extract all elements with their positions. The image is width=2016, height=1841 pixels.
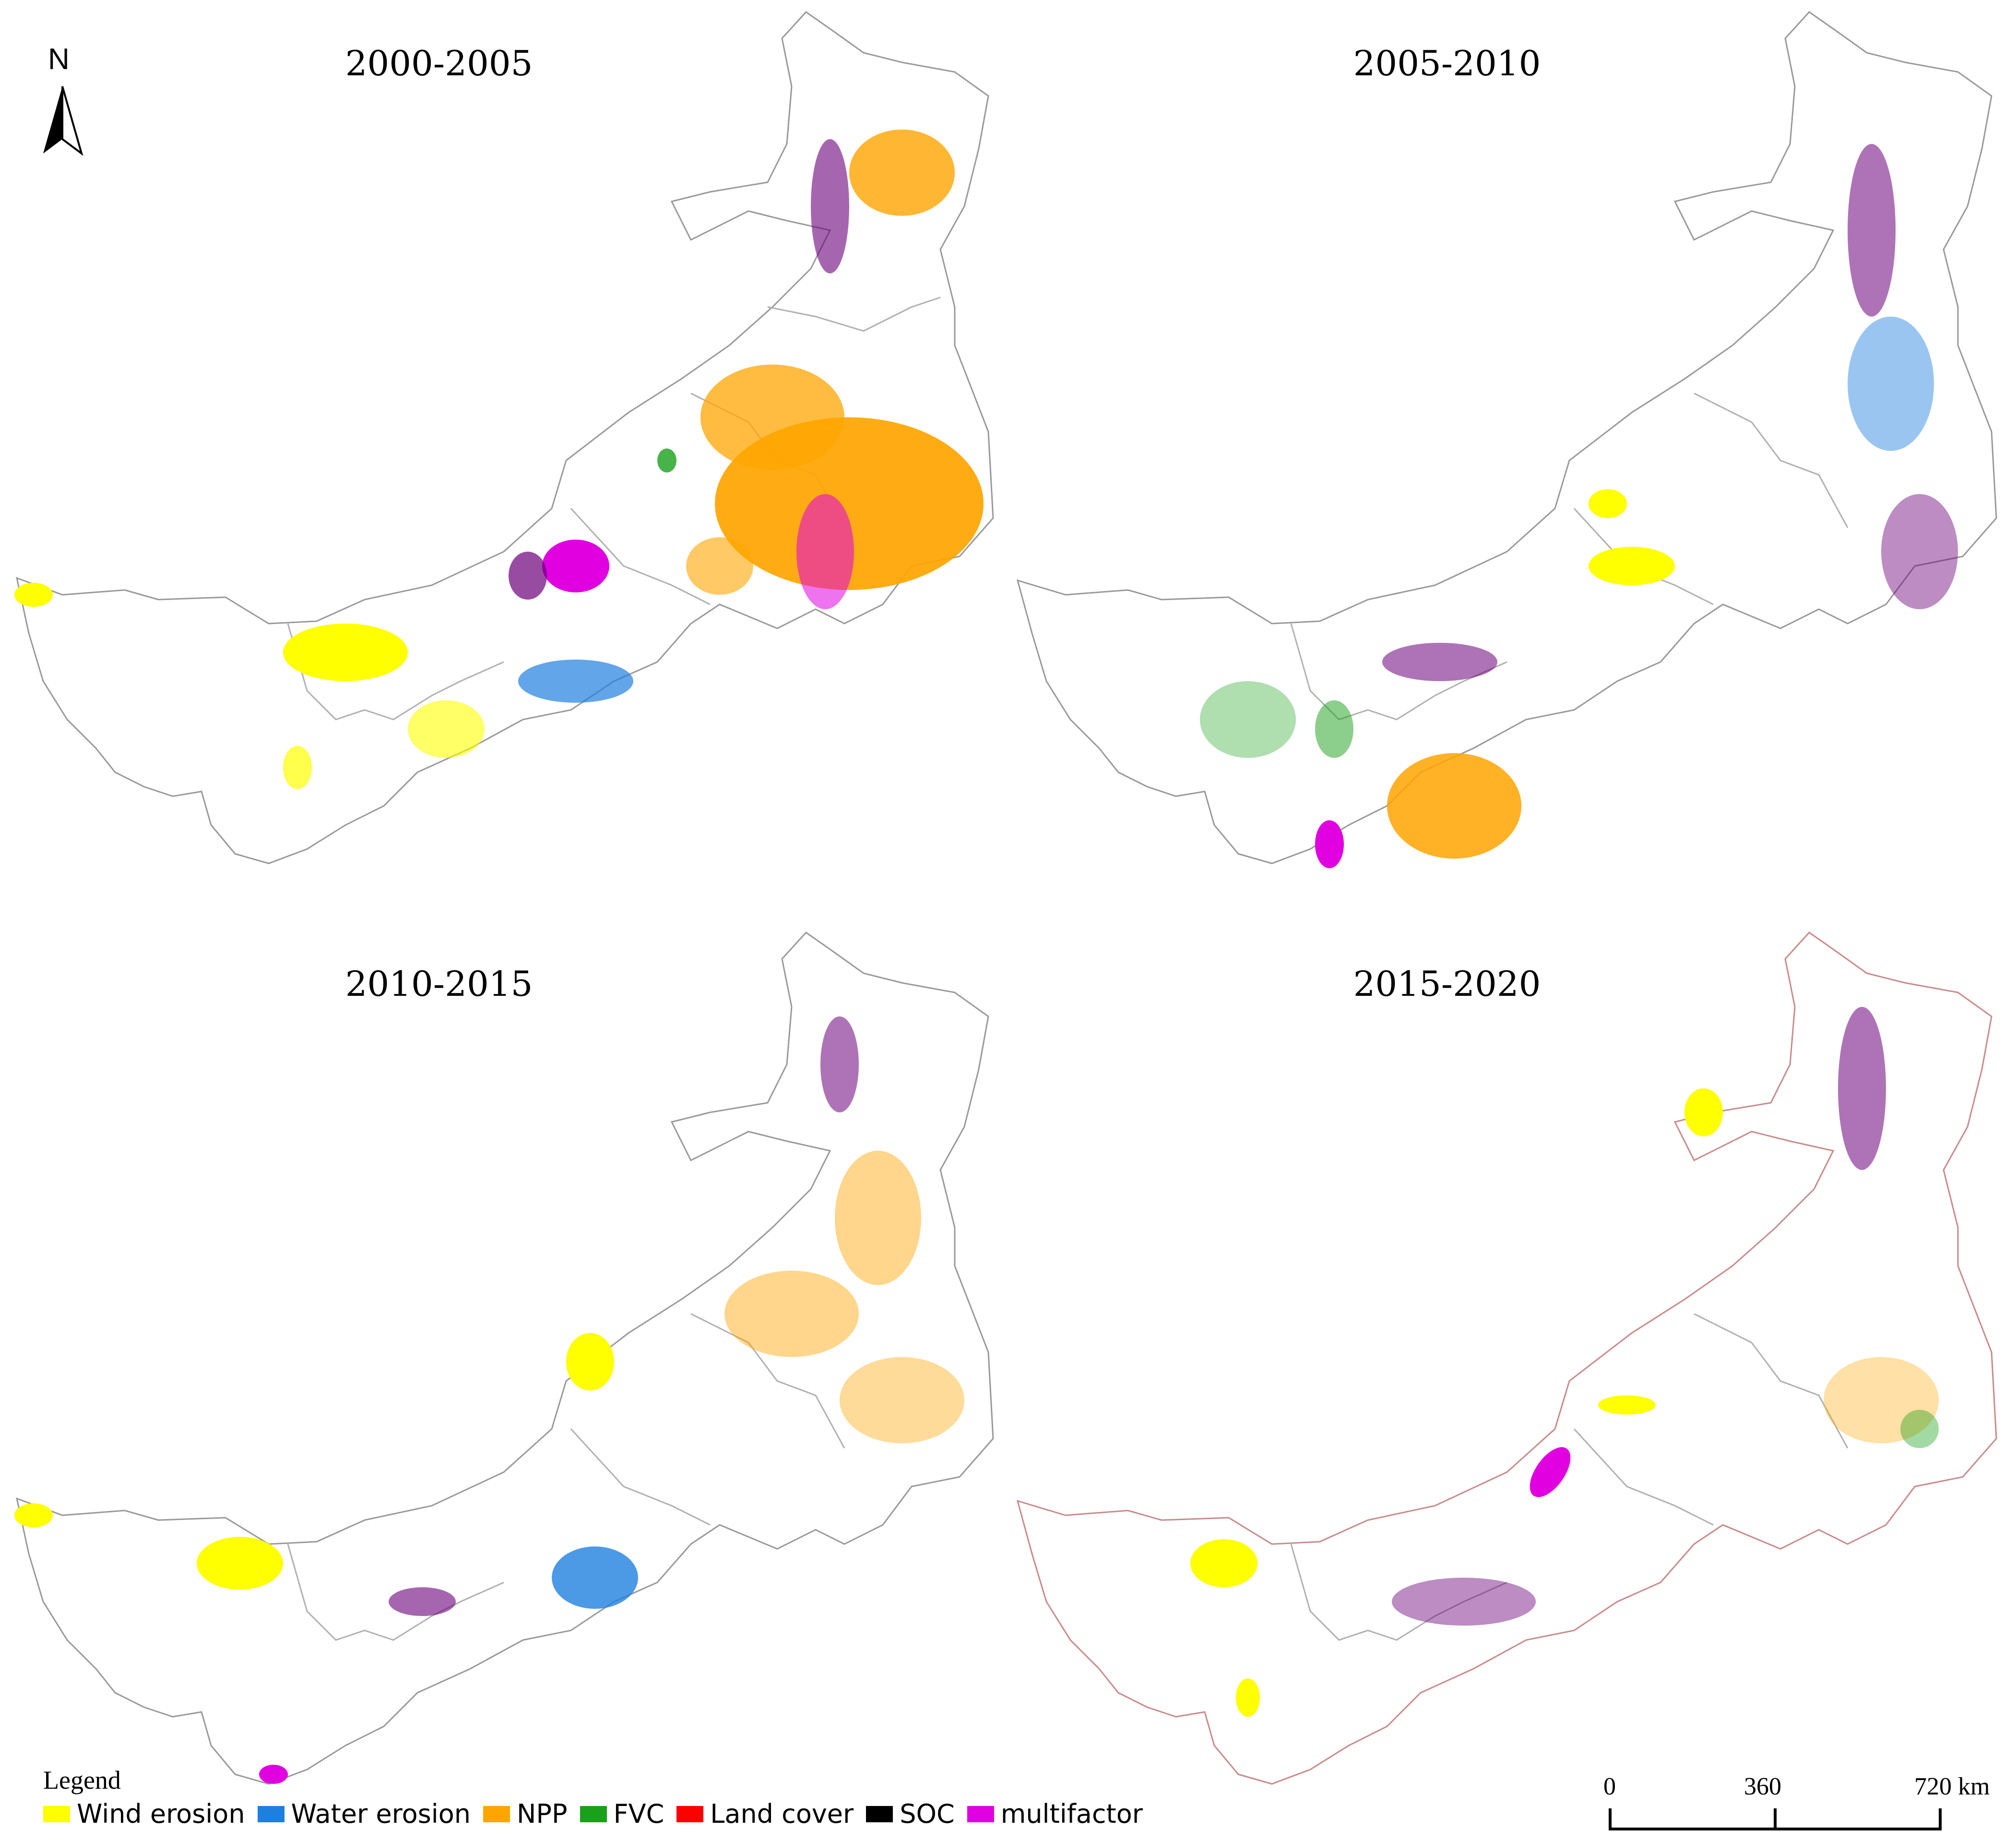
fvc-patch [1200, 681, 1296, 758]
legend-swatch [967, 1806, 994, 1822]
map-panel-2015-2020: 2015-2020 [1008, 920, 2016, 1841]
multifactor-patch [1315, 820, 1344, 868]
north-arrow-icon [43, 86, 83, 156]
legend-item: multifactor [967, 1799, 1143, 1829]
legend-label: NPP [517, 1799, 568, 1829]
npp-patch [849, 130, 955, 216]
npp-patch [835, 1151, 921, 1285]
wind-erosion-patch [1589, 489, 1627, 518]
legend-item: SOC [866, 1799, 955, 1829]
multifactor-patch [1530, 1447, 1571, 1498]
npp-patch [840, 1357, 964, 1443]
legend-title: Legend [43, 1766, 121, 1794]
province-boundary [287, 1313, 845, 1641]
soc-patch [1838, 1007, 1886, 1170]
scale-bar-line [1609, 1808, 1942, 1830]
npp-patch [686, 537, 753, 595]
legend-item: NPP [483, 1799, 568, 1829]
region-map [1016, 11, 1997, 868]
legend-swatch [43, 1806, 70, 1822]
region-map [1016, 932, 1997, 1785]
wind-erosion-patch [14, 1503, 53, 1527]
wind-erosion-patch [408, 700, 485, 758]
wind-erosion-patch [283, 746, 312, 789]
soc-patch [820, 1016, 859, 1112]
fvc-patch [1315, 700, 1353, 758]
region-outline [1016, 11, 1997, 864]
npp-patch [724, 1271, 859, 1357]
water-erosion-patch [518, 660, 633, 703]
province-boundary [287, 296, 941, 720]
wind-erosion-patch [1236, 1678, 1260, 1717]
fvc-patch [657, 448, 676, 472]
panel-title: 2005-2010 [1353, 43, 1541, 83]
scale-label-360: 360 [1744, 1773, 1781, 1800]
province-boundary [1290, 1313, 1849, 1641]
multifactor-patch [259, 1765, 288, 1784]
soc-patch [1382, 643, 1497, 681]
legend-item: Land cover [676, 1799, 854, 1829]
region-map [14, 11, 994, 864]
wind-erosion-patch [566, 1333, 614, 1391]
legend-label: FVC [613, 1799, 664, 1829]
legend-label: multifactor [1000, 1799, 1143, 1829]
wind-erosion-patch [197, 1537, 283, 1590]
npp-patch [1824, 1357, 1939, 1443]
region-outline [1016, 932, 1997, 1785]
map-panel-2000-2005: 2000-2005 N [0, 0, 1008, 920]
npp-patch [1387, 753, 1521, 859]
soc-patch [509, 552, 547, 600]
water-erosion-patch [552, 1546, 638, 1609]
legend-swatch [483, 1806, 510, 1822]
scale-bar: 0 360 720 km [1583, 1772, 1996, 1835]
legend: Legend Wind erosion Water erosion NPP FVC La… [38, 1765, 1190, 1832]
panel-title: 2000-2005 [345, 43, 533, 83]
region-outline [15, 11, 994, 864]
multifactor-patch [796, 494, 854, 609]
legend-swatch [866, 1806, 893, 1822]
soc-patch [811, 139, 849, 273]
scale-label-0: 0 [1603, 1773, 1616, 1800]
wind-erosion-patch [14, 583, 53, 607]
legend-label: Land cover [710, 1799, 854, 1829]
wind-erosion-patch [1589, 547, 1675, 585]
region-map [14, 932, 994, 1785]
legend-item: FVC [580, 1799, 664, 1829]
map-panel-2005-2010: 2005-2010 [1008, 0, 2016, 920]
map-panel-2010-2015: 2010-2015 [0, 920, 1008, 1841]
legend-swatch [580, 1806, 607, 1822]
multifactor-patch [542, 540, 609, 592]
panel-title: 2015-2020 [1353, 964, 1541, 1004]
legend-swatch [257, 1806, 285, 1822]
wind-erosion-patch [1598, 1395, 1656, 1415]
scale-label-720: 720 km [1914, 1773, 1990, 1800]
wind-erosion-patch [1190, 1539, 1257, 1587]
soc-patch [1881, 494, 1958, 609]
legend-label: Water erosion [291, 1799, 471, 1829]
legend-item: Water erosion [257, 1799, 471, 1829]
north-label: N [48, 43, 70, 76]
soc-patch [1392, 1578, 1536, 1626]
north-arrow [29, 43, 96, 168]
legend-label: Wind erosion [77, 1799, 245, 1829]
npp-patch [700, 365, 844, 470]
panel-title: 2010-2015 [345, 964, 533, 1004]
fvc-patch [1900, 1410, 1939, 1448]
legend-label: SOC [900, 1799, 955, 1829]
soc-patch [389, 1587, 456, 1616]
legend-item: Wind erosion [43, 1799, 245, 1829]
legend-swatch [676, 1806, 704, 1822]
legend-items: Wind erosion Water erosion NPP FVC Land cove… [43, 1799, 1155, 1829]
water-erosion-patch [1848, 317, 1934, 451]
wind-erosion-patch [283, 624, 408, 681]
soc-patch [1848, 144, 1896, 317]
wind-erosion-patch [1684, 1088, 1723, 1136]
